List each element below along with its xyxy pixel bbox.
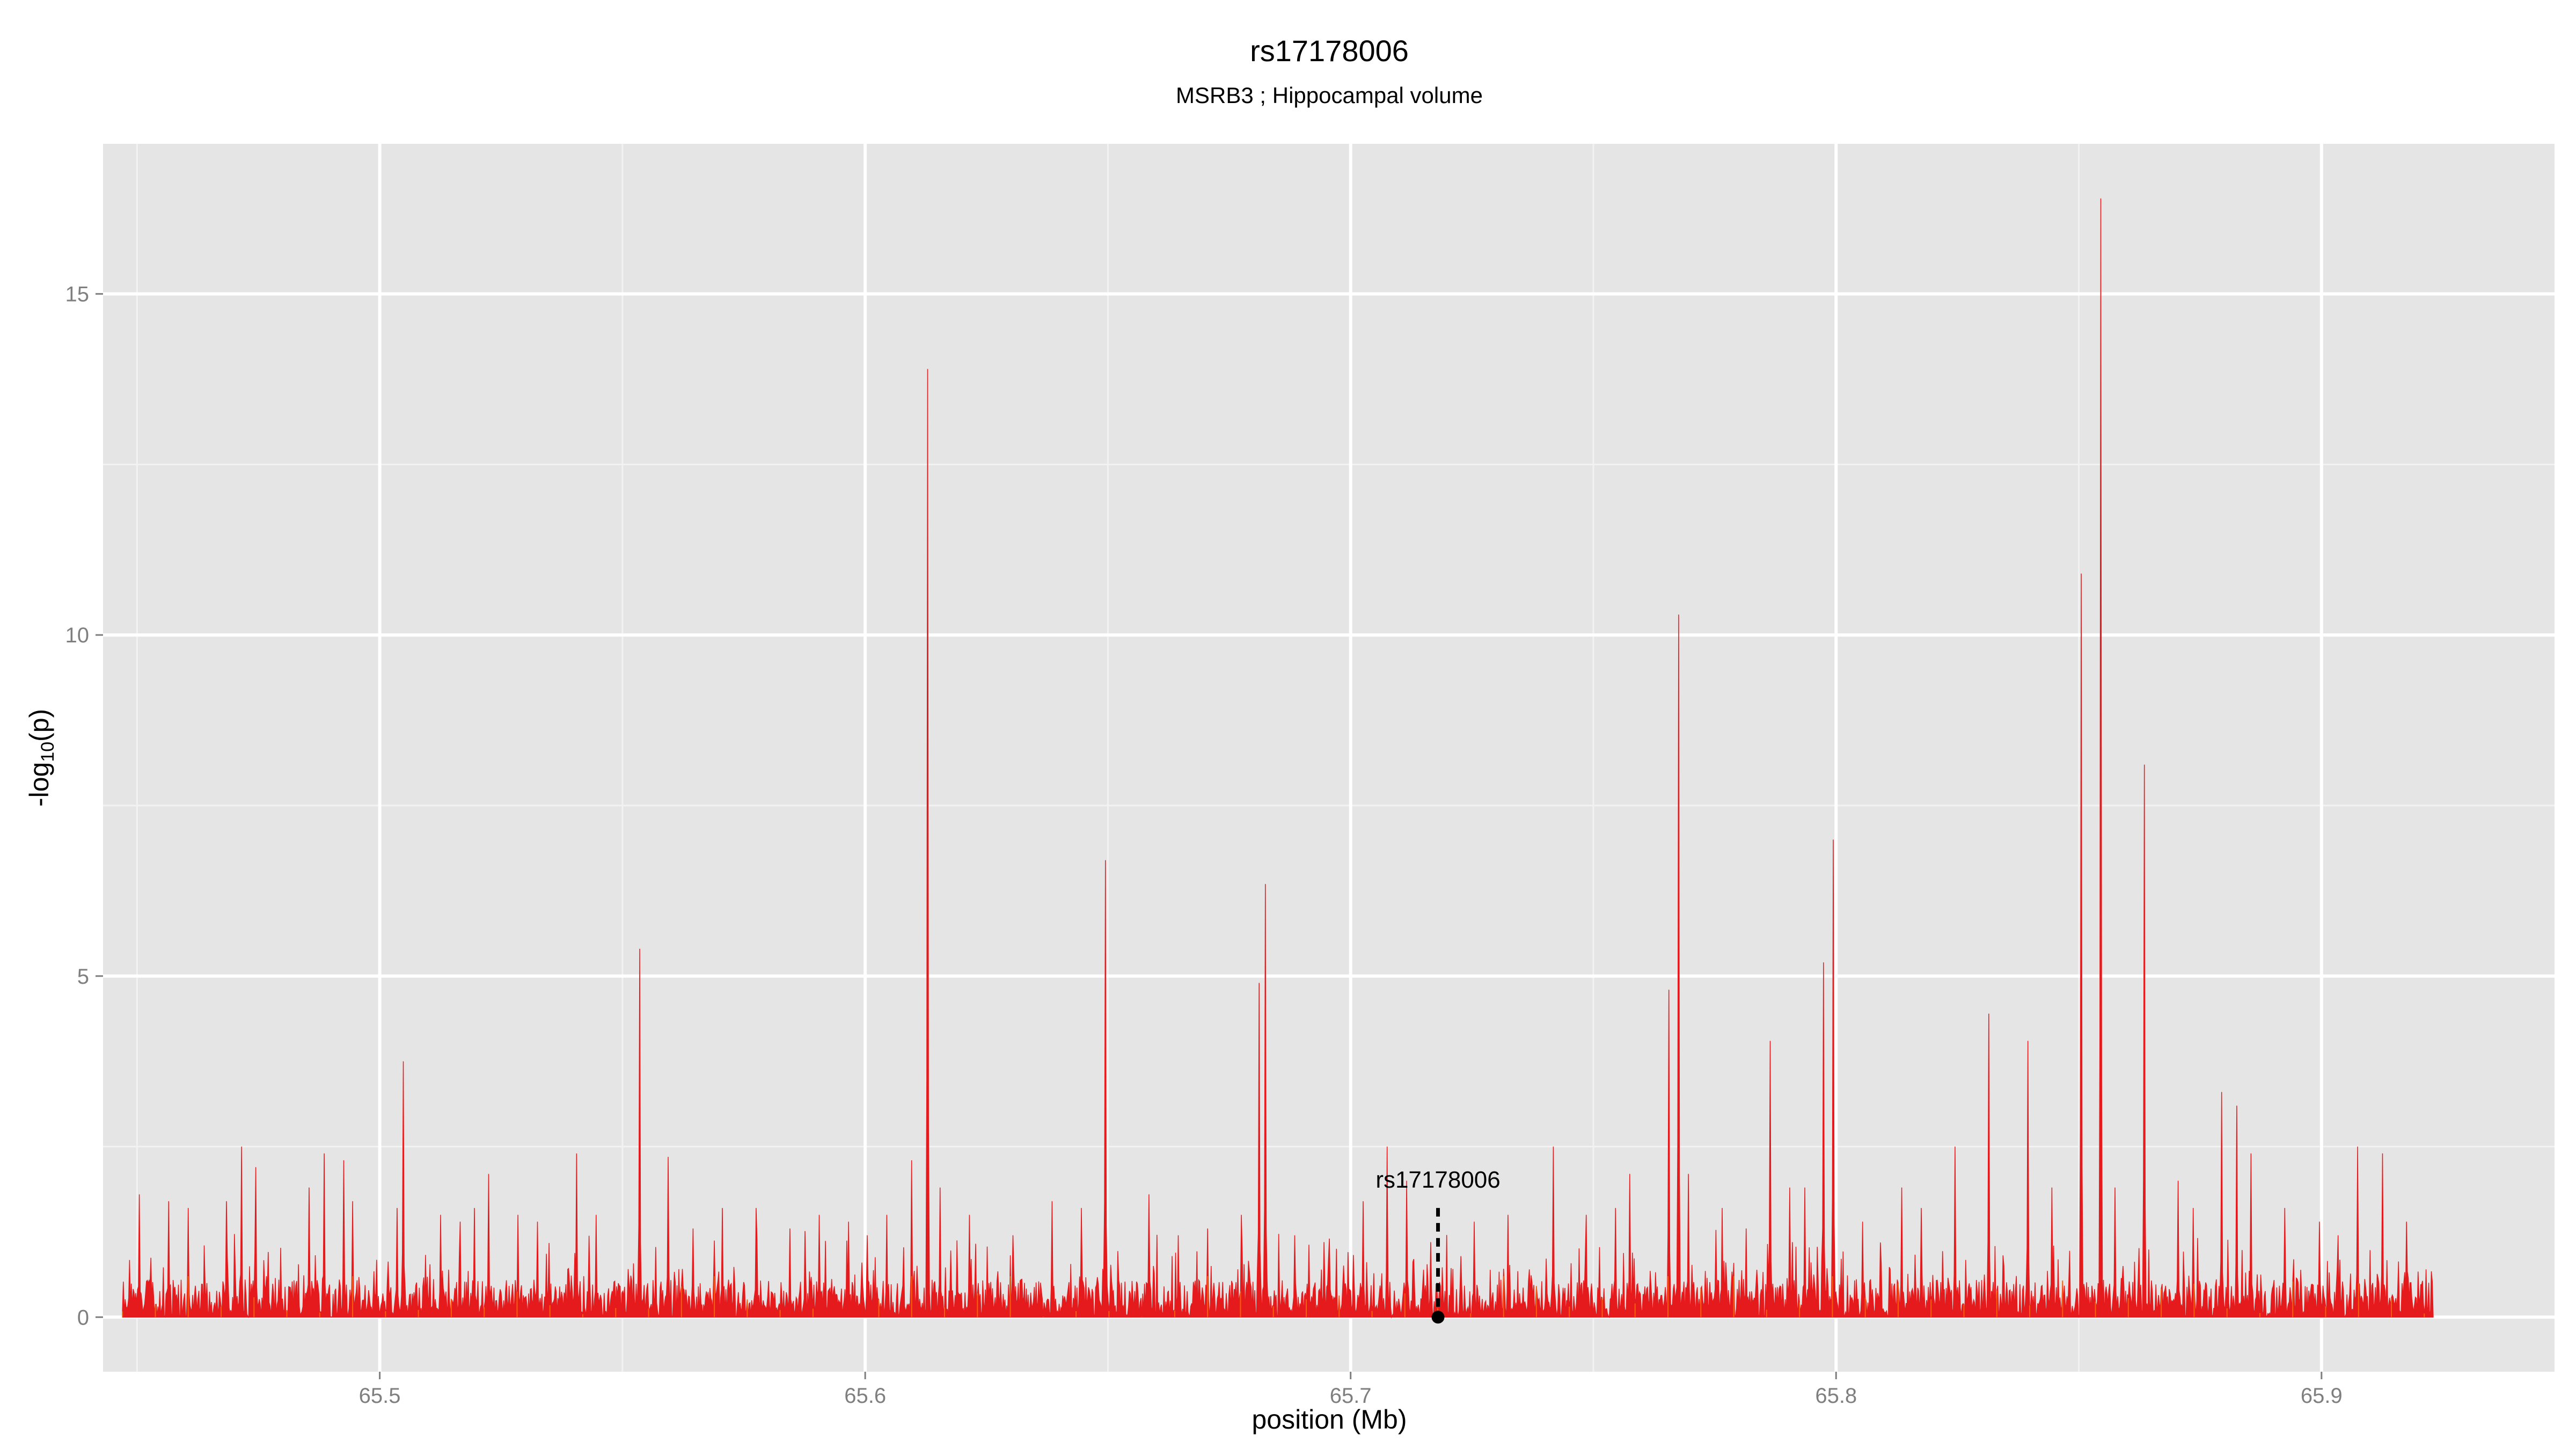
association-signal (122, 198, 2434, 1319)
plot-panel (103, 144, 2555, 1372)
x-tick-label: 65.9 (2301, 1384, 2343, 1408)
x-tick-label: 65.8 (1815, 1384, 1857, 1408)
y-tick-label: 10 (65, 624, 90, 647)
association-area-secondary (122, 1276, 2425, 1318)
minor-gridlines (103, 144, 2555, 1372)
x-tick-label: 65.7 (1330, 1384, 1372, 1408)
y-tick-label: 15 (65, 283, 90, 306)
y-axis-title: -log10(p) (24, 709, 58, 807)
y-axis-title-main: -log (24, 762, 54, 807)
chart-title: rs17178006 (1250, 34, 1409, 68)
snp-label: rs17178006 (1375, 1167, 1500, 1193)
snp-marker-point (1431, 1311, 1445, 1324)
y-axis-title-subscript: 10 (38, 742, 58, 762)
y-axis-ticks: 0 5 10 15 (65, 283, 103, 1329)
y-tick-label: 0 (77, 1306, 89, 1329)
association-area-main (122, 198, 2434, 1319)
x-tick-label: 65.5 (359, 1384, 401, 1408)
x-axis-title: position (Mb) (1252, 1404, 1407, 1435)
chart-subtitle: MSRB3 ; Hippocampal volume (1176, 83, 1483, 108)
snp-annotation: rs17178006 (1375, 1167, 1501, 1324)
y-axis-title-tail: (p) (24, 709, 54, 742)
x-tick-label: 65.6 (844, 1384, 886, 1408)
x-axis-ticks: 65.5 65.6 65.7 65.8 65.9 (359, 1372, 2343, 1408)
y-tick-label: 5 (77, 965, 89, 989)
